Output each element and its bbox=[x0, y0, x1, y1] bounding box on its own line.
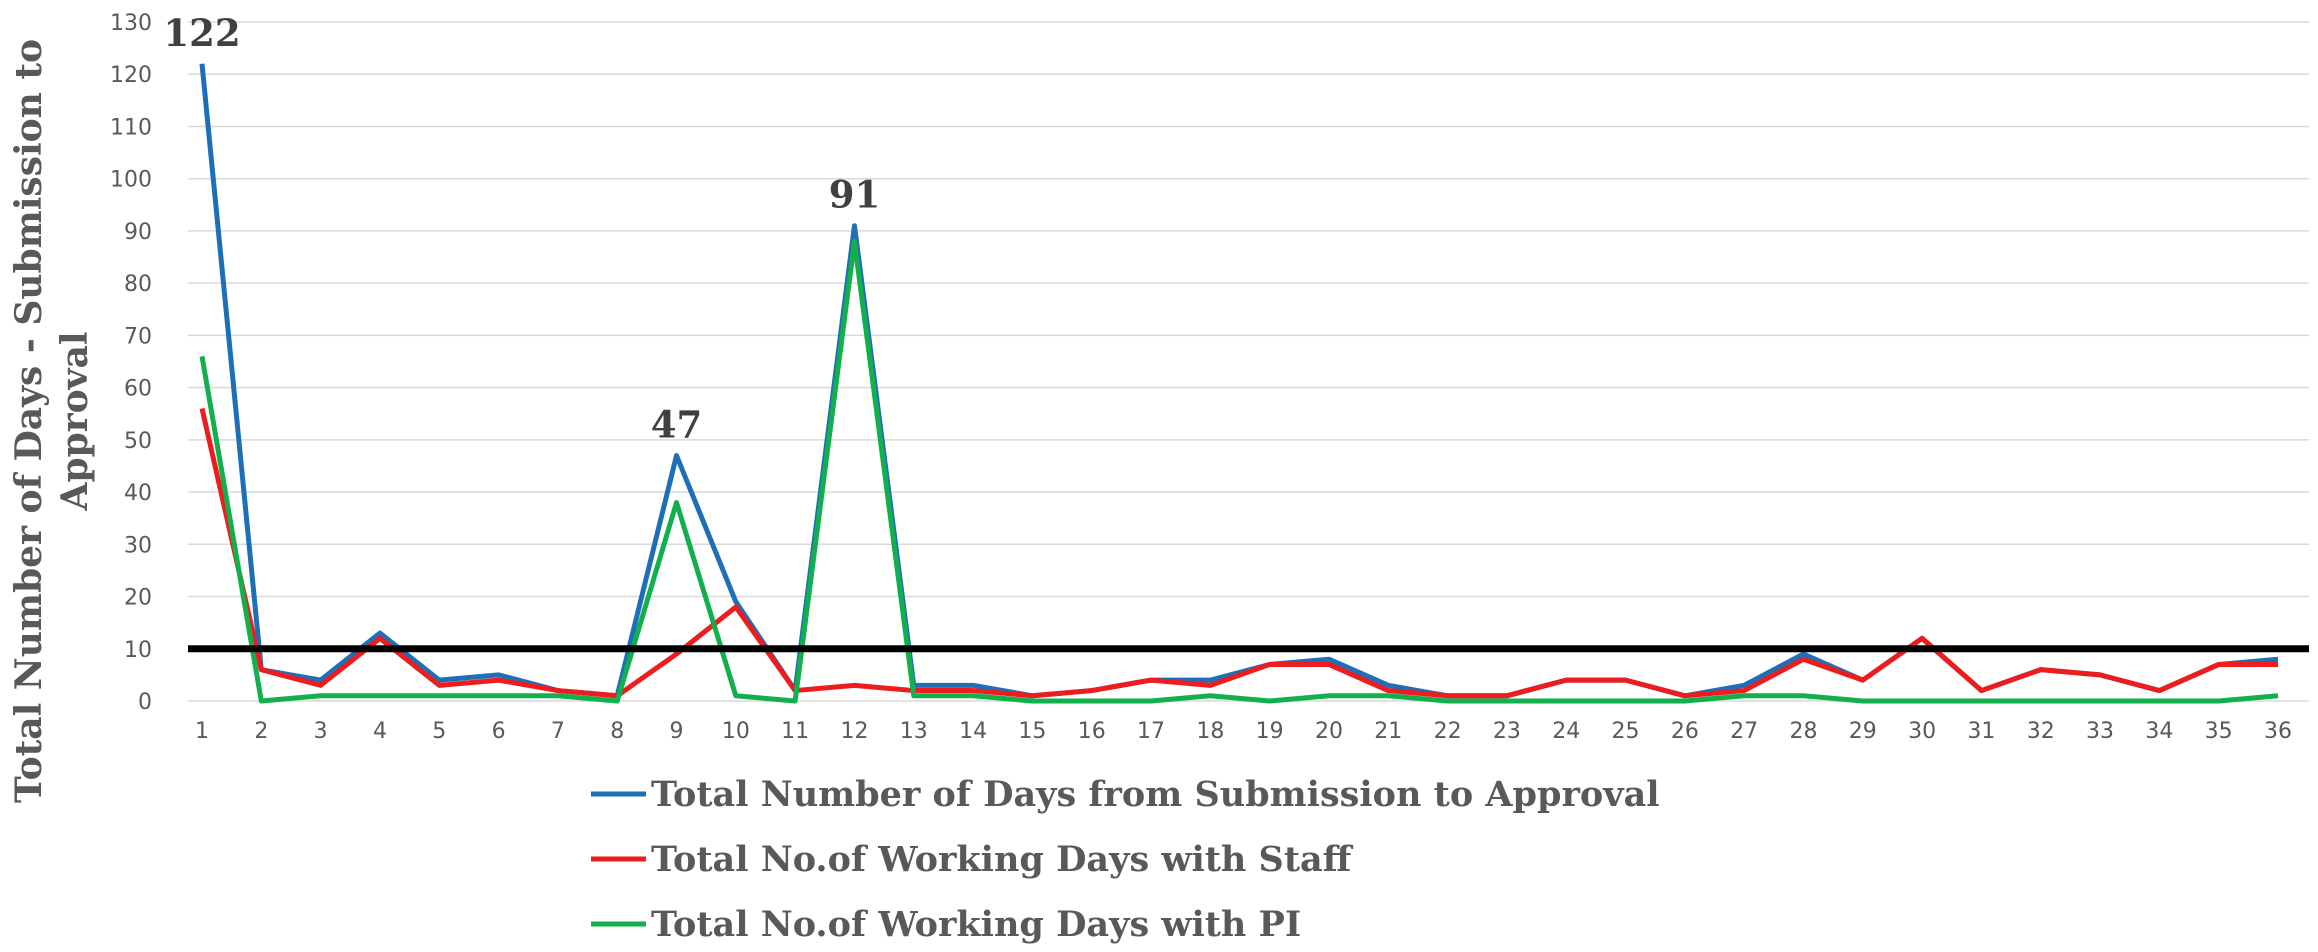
x-tick-label: 36 bbox=[2264, 719, 2292, 744]
y-tick-label: 130 bbox=[110, 11, 152, 36]
y-axis-title: Total Number of Days - Submission to App… bbox=[8, 38, 96, 804]
y-tick-label: 90 bbox=[124, 220, 152, 245]
x-tick-label: 30 bbox=[1908, 719, 1936, 744]
y-tick-label: 80 bbox=[124, 272, 152, 297]
x-tick-label: 11 bbox=[781, 719, 809, 744]
legend-label: Total No.of Working Days with PI bbox=[651, 904, 1301, 945]
x-tick-label: 17 bbox=[1137, 719, 1165, 744]
legend-label: Total Number of Days from Submission to … bbox=[651, 774, 1660, 815]
x-tick-label: 4 bbox=[373, 719, 387, 744]
data-label: 91 bbox=[829, 173, 881, 217]
x-tick-label: 27 bbox=[1730, 719, 1758, 744]
x-tick-label: 9 bbox=[670, 719, 684, 744]
x-tick-label: 18 bbox=[1196, 719, 1224, 744]
x-tick-label: 14 bbox=[959, 719, 987, 744]
x-tick-label: 16 bbox=[1078, 719, 1106, 744]
y-tick-label: 20 bbox=[124, 586, 152, 611]
data-label: 122 bbox=[163, 11, 240, 55]
x-tick-label: 23 bbox=[1493, 719, 1521, 744]
x-tick-label: 34 bbox=[2145, 719, 2173, 744]
x-tick-label: 28 bbox=[1789, 719, 1817, 744]
x-tick-label: 32 bbox=[2027, 719, 2055, 744]
x-tick-label: 26 bbox=[1671, 719, 1699, 744]
y-tick-label: 0 bbox=[138, 690, 152, 715]
y-tick-label: 40 bbox=[124, 481, 152, 506]
x-tick-label: 6 bbox=[492, 719, 506, 744]
x-tick-label: 5 bbox=[432, 719, 446, 744]
x-tick-label: 31 bbox=[1967, 719, 1995, 744]
data-label: 47 bbox=[651, 403, 703, 447]
x-tick-label: 21 bbox=[1374, 719, 1402, 744]
x-tick-label: 15 bbox=[1018, 719, 1046, 744]
y-tick-label: 30 bbox=[124, 533, 152, 558]
y-tick-label: 10 bbox=[124, 638, 152, 663]
x-tick-label: 24 bbox=[1552, 719, 1580, 744]
x-tick-label: 8 bbox=[610, 719, 624, 744]
x-tick-label: 7 bbox=[551, 719, 565, 744]
x-tick-label: 3 bbox=[314, 719, 328, 744]
y-tick-label: 120 bbox=[110, 63, 152, 88]
y-tick-label: 60 bbox=[124, 377, 152, 402]
x-tick-label: 12 bbox=[840, 719, 868, 744]
series-line bbox=[199, 63, 2279, 699]
y-tick-label: 100 bbox=[110, 168, 152, 193]
x-tick-label: 29 bbox=[1849, 719, 1877, 744]
x-tick-label: 35 bbox=[2205, 719, 2233, 744]
y-tick-label: 50 bbox=[124, 429, 152, 454]
x-tick-label: 19 bbox=[1256, 719, 1284, 744]
legend-label: Total No.of Working Days with Staff bbox=[651, 839, 1354, 880]
series-line bbox=[199, 238, 2279, 704]
x-tick-label: 1 bbox=[195, 719, 209, 744]
x-tick-label: 20 bbox=[1315, 719, 1343, 744]
series-line bbox=[199, 407, 2278, 699]
x-tick-label: 13 bbox=[900, 719, 928, 744]
x-tick-label: 25 bbox=[1612, 719, 1640, 744]
x-tick-label: 2 bbox=[254, 719, 268, 744]
x-tick-label: 33 bbox=[2086, 719, 2114, 744]
y-tick-label: 110 bbox=[110, 115, 152, 140]
x-tick-label: 22 bbox=[1434, 719, 1462, 744]
y-tick-label: 70 bbox=[124, 324, 152, 349]
x-tick-label: 10 bbox=[722, 719, 750, 744]
